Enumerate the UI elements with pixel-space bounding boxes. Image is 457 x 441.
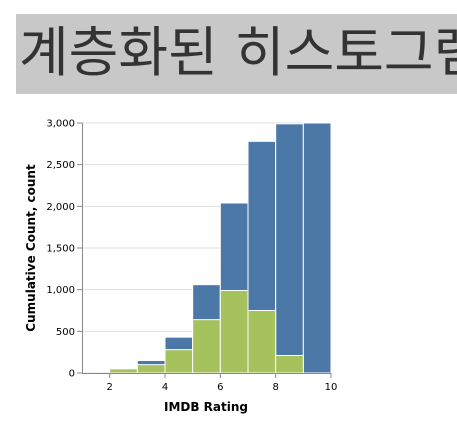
bar-series-2-bin-5 [219,290,249,374]
y-tick-label: 2,000 [46,202,75,213]
x-tick-label: 2 [106,382,112,393]
x-tick-label: 10 [325,382,338,393]
bar-series-2-bin-2 [136,364,166,374]
y-tick-label: 1,000 [46,285,75,296]
x-tick-label: 6 [217,382,223,393]
title-bar: 계층화된 히스토그램 [16,14,457,94]
x-axis-label: IMDB Rating [164,400,248,414]
bar-series-2-bin-4 [192,319,221,374]
y-tick-label: 0 [69,369,75,380]
histogram-chart: 0 500 1,000 1,500 2,000 2,500 3,000 2 4 6 8 10 IMD… [24,119,337,415]
y-tick-label: 1,500 [46,244,75,255]
bar-series-2-bin-6 [247,310,277,374]
bar-series-1-bin-7 [275,123,304,374]
bar-series-2-bin-7 [275,355,304,374]
y-tick-label: 3,000 [46,119,75,130]
y-axis: 0 500 1,000 1,500 2,000 2,500 3,000 [46,119,83,380]
y-tick-label: 2,500 [46,160,75,171]
bar-series-2-bin-3 [164,349,194,374]
bar-series-2-bin-1 [109,368,138,374]
y-axis-label: Cumulative Count, count [24,164,38,332]
x-tick-label: 8 [272,382,278,393]
y-tick-label: 500 [56,327,75,338]
x-axis: 2 4 6 8 10 [82,373,337,393]
page-title: 계층화된 히스토그램 [19,21,457,84]
bar-series-1-bin-8 [302,122,332,374]
bars-layer [109,122,332,374]
x-tick-label: 4 [162,382,168,393]
